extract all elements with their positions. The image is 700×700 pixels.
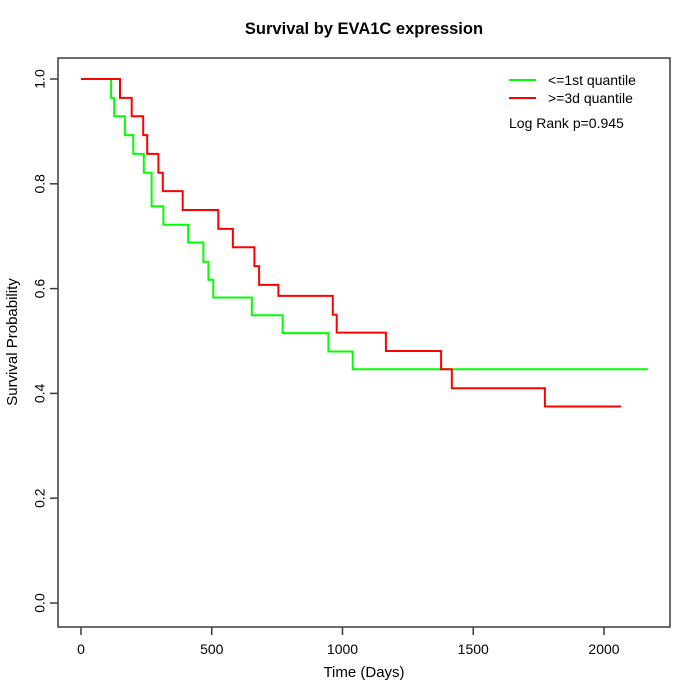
plot-box (57, 57, 671, 628)
x-axis-title: Time (Days) (323, 664, 404, 681)
x-tick-label-0: 0 (77, 641, 85, 657)
y-axis-title: Survival Probability (4, 278, 21, 406)
y-tick-label-0.0: 0.0 (32, 593, 48, 613)
x-tick-label-2000: 2000 (588, 641, 619, 657)
survival-curves (81, 78, 648, 408)
y-axis: 0.0 0.2 0.4 0.6 0.8 1.0 (32, 69, 58, 613)
y-tick-label-0.2: 0.2 (32, 488, 48, 508)
y-tick-label-1.0: 1.0 (32, 69, 48, 89)
chart-title: Survival by EVA1C expression (245, 20, 483, 38)
legend-label-group1: <=1st quantile (548, 72, 636, 88)
y-tick-label-0.6: 0.6 (32, 279, 48, 299)
survival-curve-0 (81, 78, 648, 371)
x-tick-label-1500: 1500 (458, 641, 489, 657)
x-tick-label-500: 500 (200, 641, 224, 657)
x-axis: 0 500 1000 1500 2000 (77, 627, 620, 657)
y-tick-label-0.4: 0.4 (32, 383, 48, 403)
y-tick-label-0.8: 0.8 (32, 174, 48, 194)
legend: <=1st quantile >=3d quantile Log Rank p=… (509, 72, 636, 131)
legend-label-group2: >=3d quantile (548, 90, 633, 106)
x-tick-label-1000: 1000 (327, 641, 358, 657)
survival-curve-1 (81, 78, 621, 408)
log-rank-pvalue: Log Rank p=0.945 (509, 115, 624, 131)
